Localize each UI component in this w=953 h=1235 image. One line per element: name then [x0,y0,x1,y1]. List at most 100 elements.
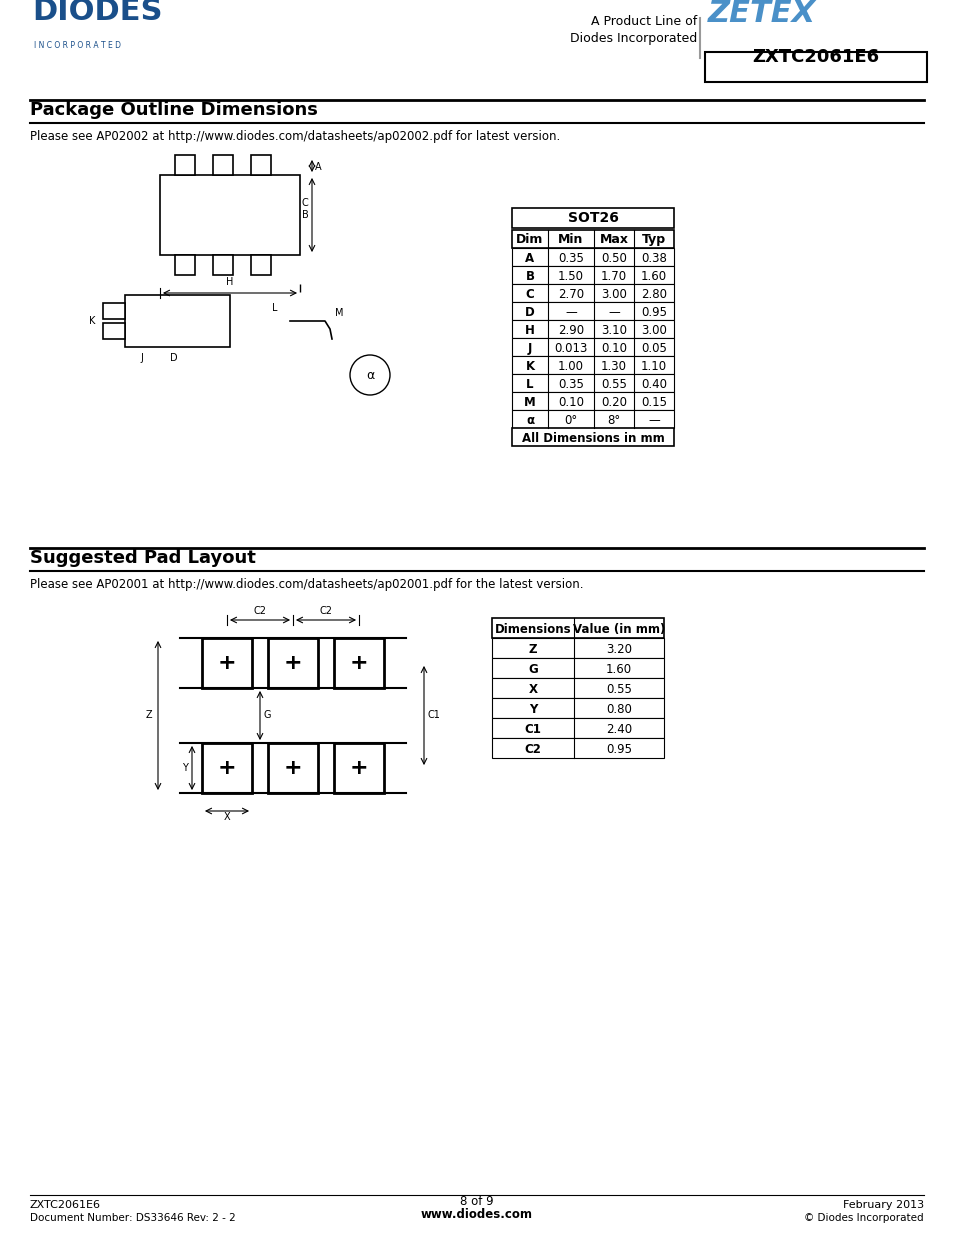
Bar [704,52,926,82]
Text: C: C [525,288,534,301]
Bar [334,638,384,688]
Bar [512,410,673,429]
Text: C1: C1 [428,710,440,720]
Text: 0.38: 0.38 [640,252,666,266]
Text: C1: C1 [524,722,541,736]
Text: G: G [264,710,272,720]
Text: 1.10: 1.10 [640,359,666,373]
Text: C2: C2 [524,743,541,756]
Bar [512,248,673,266]
Text: February 2013: February 2013 [842,1200,923,1210]
Bar [103,303,125,319]
Text: α: α [366,369,374,382]
Text: Dim: Dim [516,233,543,246]
Text: 1.60: 1.60 [605,663,632,676]
Bar [492,638,663,658]
Text: 0.20: 0.20 [600,396,626,409]
Text: 0.80: 0.80 [605,703,631,716]
Text: Typ: Typ [641,233,665,246]
Text: 0.10: 0.10 [558,396,583,409]
Bar [512,230,673,248]
Text: 0.013: 0.013 [554,342,587,354]
Text: K: K [89,316,95,326]
Bar [512,320,673,338]
Text: 0.95: 0.95 [605,743,631,756]
Text: +: + [350,653,368,673]
Text: 2.80: 2.80 [640,288,666,301]
Text: I N C O R P O R A T E D: I N C O R P O R A T E D [34,41,121,49]
Text: +: + [283,758,302,778]
Text: 0.35: 0.35 [558,252,583,266]
Bar [512,374,673,391]
Text: Y: Y [182,763,188,773]
Text: Max: Max [598,233,628,246]
Text: B: B [302,210,309,220]
Text: L: L [526,378,533,391]
Text: —: — [647,414,659,427]
Text: ZXTC2061E6: ZXTC2061E6 [30,1200,101,1210]
Bar [174,156,194,175]
Text: α: α [525,414,534,427]
Text: J: J [527,342,532,354]
Bar [492,678,663,698]
Text: J: J [140,353,143,363]
Text: —: — [564,306,577,319]
Bar [202,638,252,688]
Text: Min: Min [558,233,583,246]
Text: All Dimensions in mm: All Dimensions in mm [521,432,663,445]
Bar [251,254,271,275]
Text: Z: Z [146,710,152,720]
Bar [512,284,673,303]
Text: Please see AP02001 at http://www.diodes.com/datasheets/ap02001.pdf for the lates: Please see AP02001 at http://www.diodes.… [30,578,583,592]
Text: Value (in mm): Value (in mm) [572,622,664,636]
Bar [512,303,673,320]
Bar [213,156,233,175]
Text: C2: C2 [253,606,266,616]
Text: K: K [525,359,534,373]
Text: X: X [528,683,537,697]
Text: +: + [217,653,236,673]
Text: 2.70: 2.70 [558,288,583,301]
Bar [492,618,663,638]
Bar [512,391,673,410]
Text: M: M [335,308,343,317]
Bar [213,254,233,275]
Text: C2: C2 [319,606,333,616]
Text: L: L [272,303,277,312]
Text: 3.00: 3.00 [600,288,626,301]
Bar [268,638,317,688]
Bar [492,698,663,718]
Text: +: + [217,758,236,778]
Bar [512,429,673,446]
Text: C: C [302,198,309,207]
Text: Package Outline Dimensions: Package Outline Dimensions [30,101,317,119]
Text: A: A [525,252,534,266]
Text: Z: Z [528,643,537,656]
Text: 2.40: 2.40 [605,722,632,736]
Text: A: A [314,162,321,172]
Text: 0.35: 0.35 [558,378,583,391]
Text: 0.15: 0.15 [640,396,666,409]
Text: SOT26: SOT26 [567,211,618,225]
Text: 1.00: 1.00 [558,359,583,373]
Bar [512,266,673,284]
Text: Diodes Incorporated: Diodes Incorporated [569,32,697,44]
Text: 3.00: 3.00 [640,324,666,337]
Text: 0°: 0° [564,414,577,427]
Text: +: + [350,758,368,778]
Text: H: H [226,277,233,287]
Bar [492,718,663,739]
Text: 2.90: 2.90 [558,324,583,337]
Text: Y: Y [528,703,537,716]
Text: 1.60: 1.60 [640,270,666,283]
Text: www.diodes.com: www.diodes.com [420,1208,533,1221]
Text: D: D [170,353,177,363]
Text: B: B [525,270,534,283]
Bar [492,739,663,758]
Text: A Product Line of: A Product Line of [590,15,697,28]
Text: 0.10: 0.10 [600,342,626,354]
Text: Dimensions: Dimensions [495,622,571,636]
Bar [334,743,384,793]
Bar [174,254,194,275]
Text: 3.20: 3.20 [605,643,631,656]
